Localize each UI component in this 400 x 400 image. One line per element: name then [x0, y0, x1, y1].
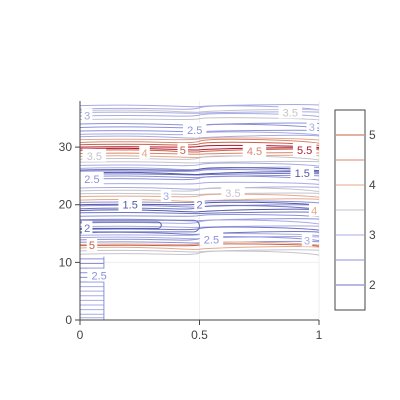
contour-line	[79, 147, 320, 151]
contour-line	[79, 187, 320, 193]
contour-line	[79, 211, 320, 215]
contour-label-background	[306, 119, 318, 133]
contour-label: 3	[304, 235, 310, 247]
contour-labels: 3 3.5 2.5 3 3.5 4 5 4.5 5.5 1.5 2.5 3 3.5 1.5 2 4 2 2.5 3 5…	[80, 105, 320, 283]
contour-label-background	[81, 108, 93, 122]
y-tick-label: 20	[59, 198, 73, 212]
x-tick-label: 0	[77, 328, 84, 342]
contour-label: 1.5	[123, 200, 138, 212]
contour-line	[79, 166, 320, 171]
contour-label: 3.5	[225, 188, 240, 200]
contour-label-background	[194, 197, 205, 211]
contour-label: 2	[84, 223, 90, 235]
y-tick-label: 10	[59, 255, 73, 269]
contour-line	[79, 169, 320, 173]
contour-loop	[80, 219, 200, 233]
y-tick-label: 30	[59, 140, 73, 154]
contour-line	[79, 236, 320, 242]
contour-loop	[80, 221, 162, 229]
contour-label: 2.5	[91, 271, 106, 283]
contour-line	[79, 243, 320, 247]
contour-line	[79, 240, 320, 244]
contour-line	[79, 214, 320, 218]
contour-line	[79, 249, 320, 253]
contour-line	[79, 134, 320, 139]
contour-label: 1.5	[295, 168, 310, 180]
contour-label-background	[308, 203, 320, 217]
contour-label: 5.5	[297, 145, 312, 157]
contour-label-background	[118, 197, 142, 211]
contour-label-background	[81, 220, 93, 234]
contour-line	[79, 250, 320, 256]
contour-label-background	[290, 166, 315, 180]
contour-lines	[79, 104, 320, 320]
contour-line	[79, 160, 320, 164]
contour-line	[79, 192, 320, 196]
colorbar-tick-label: 2	[369, 278, 376, 292]
contour-label: 5	[89, 240, 95, 252]
contour-line	[79, 154, 320, 158]
contour-line	[79, 186, 320, 190]
y-tick-label: 0	[65, 313, 72, 327]
contour-line	[79, 171, 320, 176]
contour-label: 2	[196, 200, 202, 212]
contour-line	[79, 172, 320, 176]
contour-label-background	[221, 186, 245, 200]
contour-line	[79, 141, 320, 146]
contour-line	[79, 174, 320, 179]
colorbar: 2 3 4 5	[334, 109, 376, 311]
contour-label-background	[80, 171, 104, 185]
colorbar-tick-label: 3	[369, 228, 376, 242]
contour-line	[79, 152, 320, 155]
contour-label: 3	[163, 191, 169, 203]
contour-label: 5	[180, 145, 186, 157]
contour-line	[79, 218, 320, 222]
contour-label: 2.5	[84, 174, 99, 186]
contour-label: 4.5	[247, 146, 262, 158]
x-tick-label: 1	[316, 328, 323, 342]
contour-line	[79, 241, 320, 246]
contour-label-background	[160, 189, 172, 203]
contour-line	[79, 246, 320, 250]
colorbar-tick-label: 4	[369, 178, 376, 192]
contour-label: 3	[309, 122, 315, 134]
contour-label: 3.5	[283, 108, 298, 120]
contour-label-background	[199, 232, 224, 246]
contour-line	[79, 137, 320, 141]
contour-label: 2.5	[204, 234, 219, 246]
contour-line	[79, 167, 320, 172]
contour-label: 4	[141, 148, 147, 160]
contour-line	[79, 193, 320, 198]
contour-label-background	[177, 142, 189, 156]
contour-line	[79, 181, 320, 185]
contour-line	[79, 175, 320, 181]
x-tick-label: 0.5	[191, 328, 208, 342]
contour-line	[79, 148, 320, 153]
contour-label-background	[182, 122, 207, 136]
contour-label-background	[301, 233, 313, 247]
contour-label-background	[86, 238, 98, 252]
contour-label-background	[139, 145, 150, 159]
contour-line	[79, 155, 320, 161]
contour-label-background	[87, 268, 111, 282]
contour-line	[79, 233, 320, 237]
contour-label: 4	[311, 206, 317, 218]
contour-label-background	[278, 105, 303, 119]
contour-label-background	[292, 142, 317, 156]
contour-label: 3.5	[87, 151, 102, 163]
colorbar-tick-label: 5	[369, 128, 376, 142]
contour-label: 3	[84, 110, 90, 122]
contour-label-background	[82, 148, 107, 162]
contour-line	[79, 138, 320, 144]
contour-label-background	[242, 144, 267, 158]
contour-line	[79, 144, 320, 149]
contour-label: 2.5	[187, 125, 202, 137]
contour-line	[79, 104, 320, 108]
contour-line	[79, 162, 320, 167]
